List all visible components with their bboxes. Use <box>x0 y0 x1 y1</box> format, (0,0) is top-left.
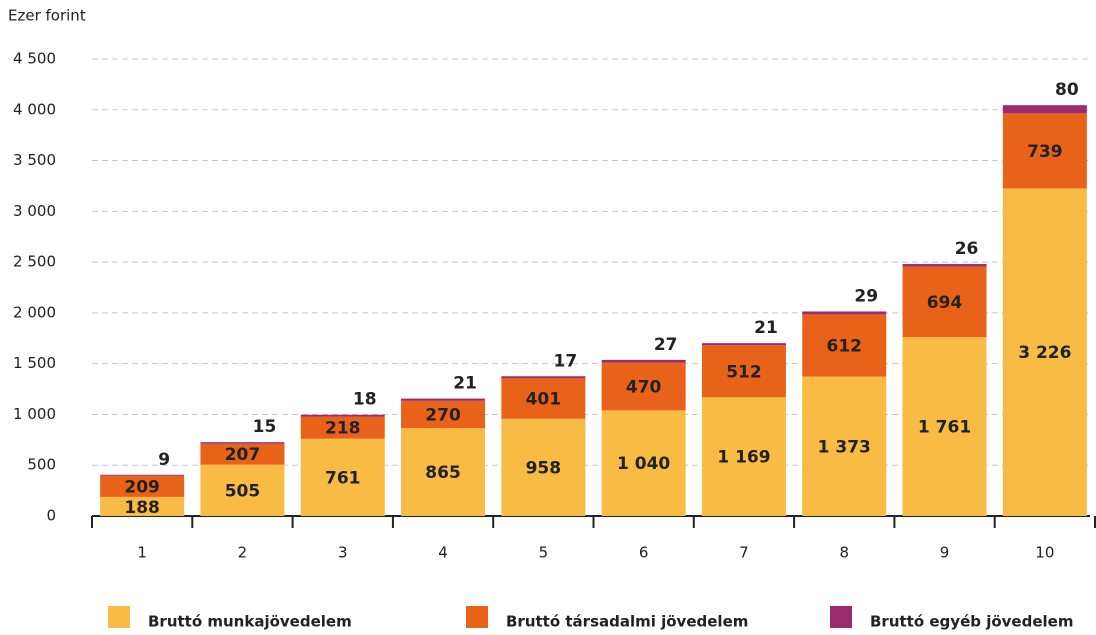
value-label: 3 226 <box>1018 343 1071 363</box>
value-label: 958 <box>526 458 562 478</box>
value-label: 21 <box>453 374 477 394</box>
x-tick-label: 9 <box>940 544 950 562</box>
bar-segment <box>501 418 586 516</box>
bar-segment <box>401 428 486 516</box>
y-tick-label: 3 500 <box>13 151 56 169</box>
bar-segment <box>300 416 385 439</box>
value-label: 17 <box>554 351 578 371</box>
value-label: 739 <box>1027 142 1063 162</box>
y-tick-label: 500 <box>27 456 56 474</box>
value-label: 209 <box>124 477 160 497</box>
value-label: 865 <box>425 463 461 483</box>
legend-label: Bruttó munkajövedelem <box>148 613 352 631</box>
bar-segment <box>300 414 385 417</box>
x-tick-label: 3 <box>338 544 348 562</box>
value-label: 15 <box>253 417 277 437</box>
value-label: 694 <box>927 293 963 313</box>
legend-swatch <box>108 606 130 628</box>
value-label: 207 <box>225 445 261 465</box>
legend-label: Bruttó társadalmi jövedelem <box>506 613 748 631</box>
bar-segment <box>501 376 586 378</box>
bar-segment <box>200 443 285 465</box>
x-tick-label: 7 <box>739 544 749 562</box>
bar-segment <box>601 362 686 411</box>
value-label: 401 <box>526 389 562 409</box>
value-label: 27 <box>654 335 678 355</box>
legend-label: Bruttó egyéb jövedelem <box>870 613 1073 631</box>
bar-segment <box>902 264 987 267</box>
x-tick-label: 5 <box>539 544 549 562</box>
x-tick-label: 10 <box>1035 544 1054 562</box>
bar-segment <box>100 474 185 476</box>
value-label: 188 <box>124 498 160 518</box>
y-tick-label: 4 500 <box>13 50 56 68</box>
value-label: 512 <box>726 362 762 382</box>
value-label: 1 040 <box>617 454 670 474</box>
x-tick-label: 6 <box>639 544 649 562</box>
bar-segment <box>200 464 285 516</box>
value-label: 18 <box>353 390 377 410</box>
value-label: 218 <box>325 419 361 439</box>
value-label: 1 169 <box>717 448 770 468</box>
bar-segment <box>601 410 686 516</box>
value-label: 470 <box>626 378 662 398</box>
bar-segment <box>902 266 987 338</box>
value-label: 26 <box>955 239 979 259</box>
y-tick-label: 3 000 <box>13 202 56 220</box>
bar-segment <box>1002 188 1087 516</box>
bar-segment <box>701 397 786 516</box>
y-tick-label: 1 000 <box>13 405 56 423</box>
bar-segment <box>401 400 486 429</box>
y-tick-label: 0 <box>46 507 56 525</box>
bar-segment <box>200 442 285 444</box>
bar-segment <box>902 337 987 516</box>
y-axis-label: Ezer forint <box>8 7 86 25</box>
bar-segment <box>601 359 686 363</box>
bar-segment <box>802 314 887 377</box>
value-label: 21 <box>754 318 778 338</box>
y-tick-label: 1 500 <box>13 354 56 372</box>
value-label: 80 <box>1055 80 1079 100</box>
bar-segment <box>100 496 185 516</box>
y-tick-label: 4 000 <box>13 100 56 118</box>
value-label: 29 <box>854 286 878 306</box>
value-label: 612 <box>827 336 863 356</box>
bar-segment <box>1002 113 1087 189</box>
x-tick-label: 4 <box>438 544 448 562</box>
legend-swatch <box>830 606 852 628</box>
value-label: 505 <box>225 481 261 501</box>
bar-segment <box>701 343 786 346</box>
value-label: 761 <box>325 468 361 488</box>
bar-segment <box>100 475 185 497</box>
bar-segment <box>802 311 887 315</box>
legend-swatch <box>466 606 488 628</box>
bar-segment <box>501 377 586 419</box>
value-label: 1 373 <box>818 437 871 457</box>
bar-segment <box>1002 105 1087 114</box>
bar-segment <box>802 376 887 516</box>
bar-segment <box>701 345 786 398</box>
y-tick-label: 2 000 <box>13 303 56 321</box>
y-tick-label: 2 500 <box>13 253 56 271</box>
x-tick-label: 8 <box>839 544 849 562</box>
x-tick-label: 1 <box>137 544 147 562</box>
bar-segment <box>300 438 385 516</box>
value-label: 1 761 <box>918 418 971 438</box>
bar-segment <box>401 398 486 401</box>
value-label: 270 <box>425 405 461 425</box>
x-tick-label: 2 <box>238 544 248 562</box>
value-label: 9 <box>158 450 170 470</box>
